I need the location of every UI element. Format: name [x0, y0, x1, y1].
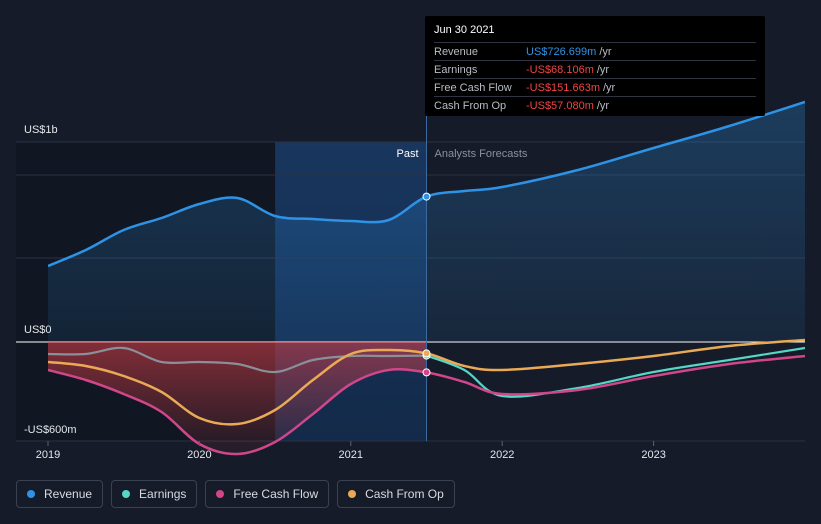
legend-label: Revenue [44, 487, 93, 501]
chart-legend: Revenue Earnings Free Cash Flow Cash Fro… [16, 480, 455, 508]
earnings-line-forecast [426, 346, 805, 398]
tooltip-label: Cash From Op [434, 99, 507, 112]
cash-from-op-marker [422, 349, 431, 358]
tooltip-unit: /yr [596, 99, 610, 112]
legend-item-free-cash-flow[interactable]: Free Cash Flow [205, 480, 330, 508]
past-label: Past [396, 148, 418, 160]
x-tick-label: 2021 [339, 449, 363, 461]
tooltip-row-earnings: Earnings -US$68.106m /yr [434, 60, 756, 78]
x-tick-label: 2023 [641, 449, 665, 461]
x-tick-label: 2020 [187, 449, 211, 461]
legend-dot-icon [27, 490, 35, 498]
y-axis-label-zero: US$0 [24, 324, 52, 336]
legend-label: Earnings [139, 487, 187, 501]
y-axis-label-bottom: -US$600m [24, 424, 77, 436]
legend-label: Cash From Op [365, 487, 444, 501]
cash-from-op-line [48, 338, 805, 426]
series-markers [422, 192, 431, 377]
data-tooltip: Jun 30 2021 Revenue US$726.699m /yr Earn… [425, 16, 765, 116]
tooltip-label: Revenue [434, 45, 479, 58]
free-cash-flow-marker [422, 368, 431, 377]
tooltip-date: Jun 30 2021 [434, 24, 495, 36]
tooltip-label: Free Cash Flow [434, 81, 512, 94]
revenue-marker [422, 192, 431, 201]
tooltip-label: Earnings [434, 63, 478, 76]
tooltip-value: -US$57.080m [526, 99, 594, 112]
legend-dot-icon [348, 490, 357, 498]
legend-dot-icon [122, 490, 131, 498]
series-lines [48, 100, 805, 456]
tooltip-value: US$726.699m [526, 45, 597, 58]
tooltip-unit: /yr [596, 63, 610, 76]
x-tick-label: 2019 [36, 449, 60, 461]
tooltip-unit: /yr [599, 45, 612, 58]
tooltip-value: -US$151.663m [526, 81, 600, 94]
free-cash-flow-line [48, 354, 805, 456]
tooltip-row-cash-from-op: Cash From Op -US$57.080m /yr [434, 96, 756, 114]
legend-label: Free Cash Flow [233, 487, 319, 501]
legend-item-revenue[interactable]: Revenue [16, 480, 104, 508]
earnings-line-past [48, 346, 427, 374]
y-axis-label-top: US$1b [24, 124, 58, 136]
negative-area [48, 342, 427, 455]
legend-dot-icon [216, 490, 225, 498]
forecast-label: Analysts Forecasts [435, 148, 528, 160]
legend-item-earnings[interactable]: Earnings [111, 480, 198, 508]
x-tick-label: 2022 [490, 449, 514, 461]
revenue-line [48, 100, 805, 268]
legend-item-cash-from-op[interactable]: Cash From Op [337, 480, 455, 508]
tooltip-unit: /yr [603, 81, 616, 94]
x-axis-ticks: 2019 2020 2021 2022 2023 [36, 441, 666, 461]
tooltip-value: -US$68.106m [526, 63, 594, 76]
tooltip-row-revenue: Revenue US$726.699m /yr [434, 42, 756, 60]
tooltip-row-free-cash-flow: Free Cash Flow -US$151.663m /yr [434, 78, 756, 96]
